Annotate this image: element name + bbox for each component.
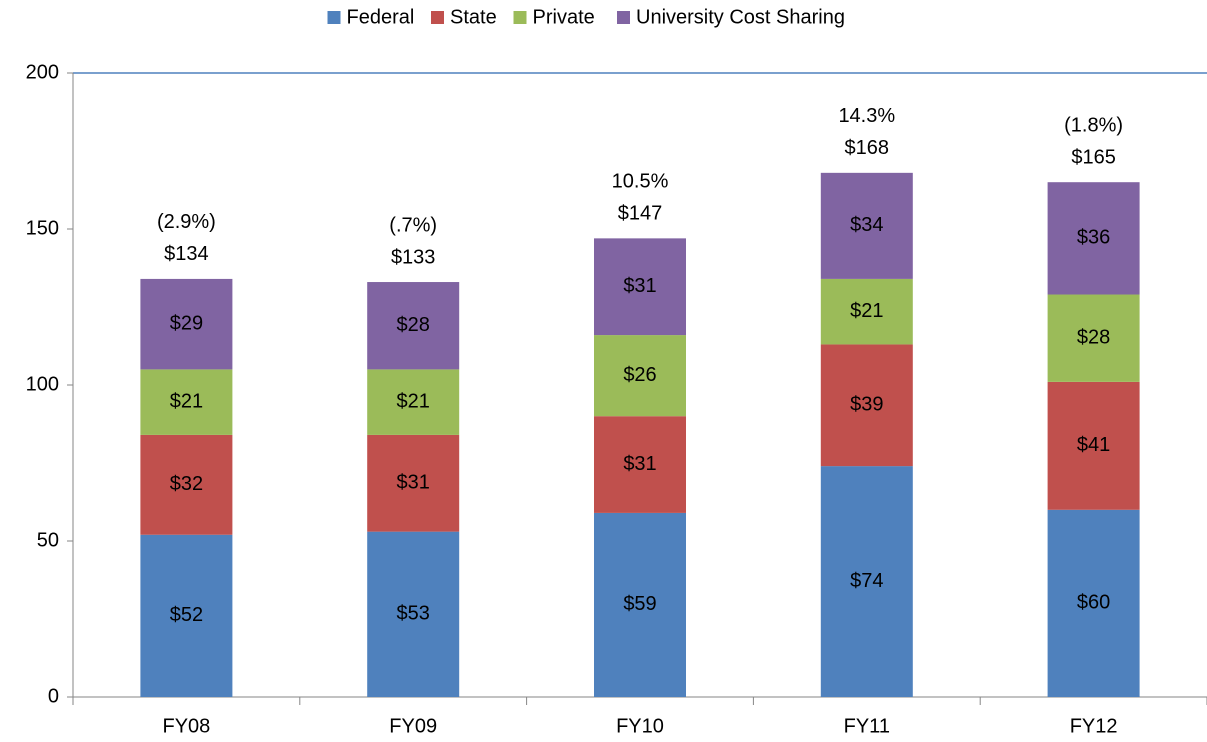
legend-swatch [513,11,527,24]
value-label: $21 [850,300,883,322]
change-label: (2.9%) [157,211,216,233]
x-tick-label: FY10 [616,715,664,737]
total-label: $165 [1071,146,1116,168]
x-tick-label: FY08 [162,715,210,737]
bar-segment [820,344,913,467]
y-tick-label: 100 [26,373,59,395]
y-tick-label: 150 [26,217,59,239]
legend-label: Federal [347,6,415,28]
x-tick-label: FY12 [1070,715,1118,737]
bar-segment [594,238,686,336]
bar-segment [1047,182,1140,295]
bar-segment [140,534,233,697]
bar-segment [367,434,460,532]
y-tick-label: 200 [26,61,59,83]
total-label: $168 [845,137,890,159]
bar-segment [1047,294,1140,382]
bar-segment [367,282,460,370]
value-label: $74 [850,570,883,592]
bar-segment [594,512,686,697]
value-label: $60 [1077,592,1110,614]
value-label: $31 [623,275,656,297]
bar-segment [820,278,913,345]
bar-segment [1047,381,1140,510]
x-tick-label: FY09 [389,715,437,737]
legend-label: University Cost Sharing [636,6,845,28]
value-label: $21 [397,390,430,412]
bar-segment [820,466,913,697]
bar-segment [1047,509,1140,697]
value-label: $36 [1077,227,1110,249]
bar-segment [140,278,233,370]
y-tick-label: 50 [37,529,59,551]
value-label: $28 [1077,326,1110,348]
bar-segment [140,434,233,535]
value-label: $52 [170,604,203,626]
value-label: $39 [850,394,883,416]
value-label: $21 [170,390,203,412]
bar-segment [367,531,460,697]
value-label: $53 [397,603,430,625]
total-label: $134 [164,243,209,265]
bar-segment [594,416,686,513]
legend-swatch [431,11,444,24]
value-label: $32 [170,473,203,495]
legend-label: State [450,6,497,28]
bar-segment [820,172,913,279]
change-label: (.7%) [389,214,437,236]
value-label: $59 [623,593,656,615]
bar-segment [140,369,233,435]
total-label: $147 [618,203,663,225]
value-label: $31 [623,453,656,475]
value-label: $34 [850,214,883,236]
legend-swatch [617,11,630,24]
value-label: $41 [1077,434,1110,456]
bar-segment [367,369,460,435]
change-label: 10.5% [612,171,669,193]
change-label: (1.8%) [1064,114,1123,136]
value-label: $28 [397,314,430,336]
total-label: $133 [391,246,436,268]
legend-label: Private [533,6,595,28]
value-label: $29 [170,312,203,334]
value-label: $31 [397,472,430,494]
bar-segment [594,335,686,417]
y-tick-label: 0 [48,685,59,707]
x-tick-label: FY11 [844,715,890,737]
change-label: 14.3% [838,105,895,127]
legend-swatch [327,11,341,24]
value-label: $26 [623,364,656,386]
